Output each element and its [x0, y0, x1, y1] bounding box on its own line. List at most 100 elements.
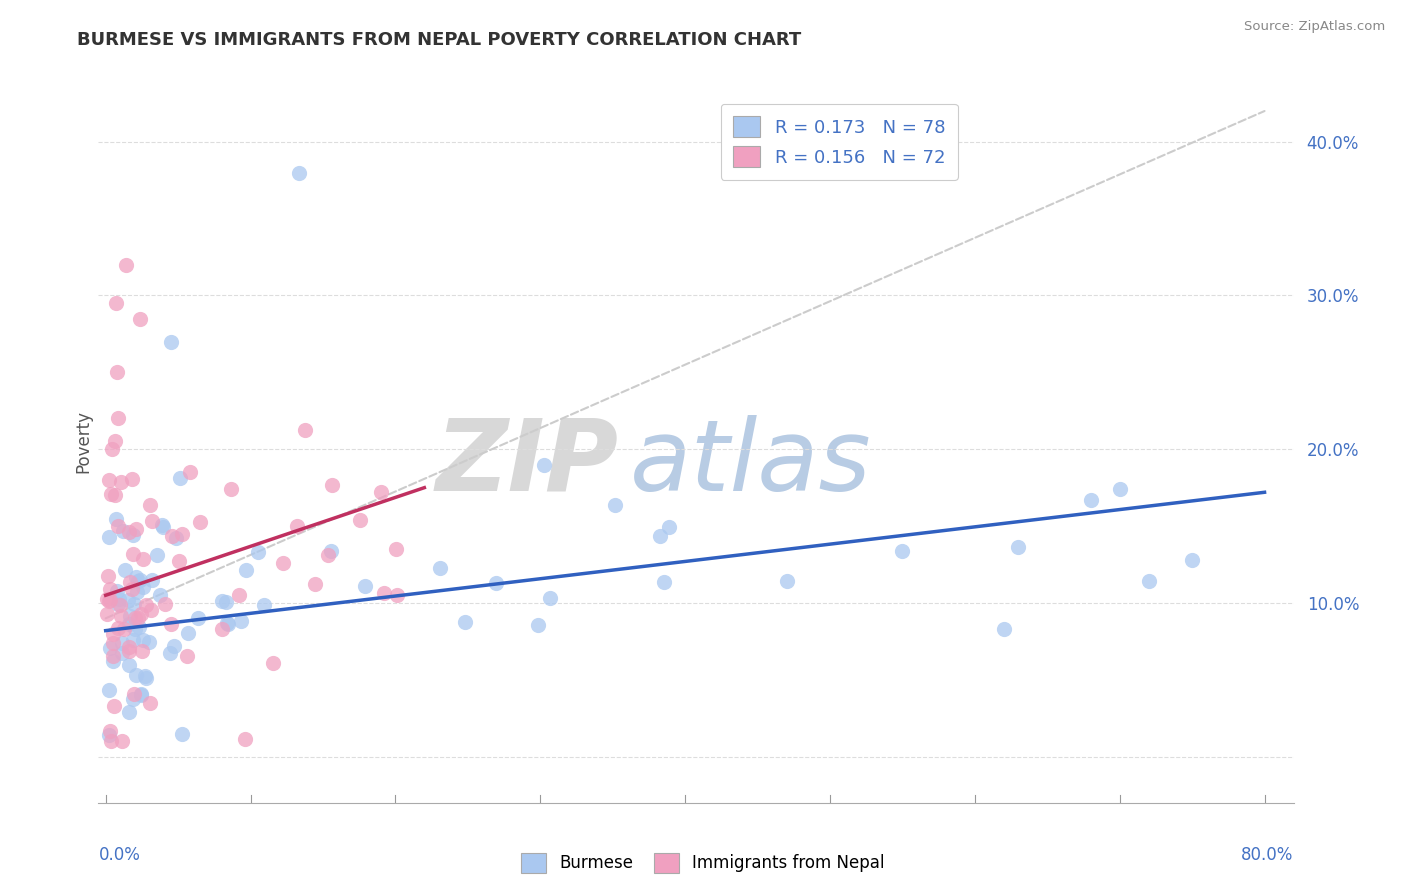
Point	[125, 585, 148, 599]
Point	[98, 724, 121, 739]
Point	[172, 727, 194, 741]
Point	[1137, 574, 1160, 588]
Point	[114, 563, 136, 577]
Point	[349, 512, 371, 526]
Legend: Burmese, Immigrants from Nepal: Burmese, Immigrants from Nepal	[515, 847, 891, 880]
Point	[150, 518, 173, 533]
Point	[135, 671, 157, 685]
Point	[122, 597, 145, 611]
Point	[125, 668, 148, 682]
Point	[217, 617, 239, 632]
Point	[127, 611, 149, 625]
Point	[233, 732, 256, 747]
Point	[138, 634, 160, 648]
Point	[118, 657, 141, 672]
Point	[98, 593, 121, 607]
Point	[111, 524, 134, 539]
Point	[124, 610, 146, 624]
Point	[217, 616, 239, 631]
Point	[107, 411, 129, 425]
Point	[104, 512, 127, 526]
Point	[112, 622, 135, 636]
Point	[485, 576, 508, 591]
Point	[658, 520, 681, 534]
Point	[141, 602, 163, 616]
Point	[96, 607, 118, 622]
Point	[103, 434, 125, 448]
Point	[98, 641, 121, 656]
Point	[215, 595, 238, 609]
Point	[107, 597, 129, 611]
Point	[373, 586, 395, 600]
Point	[235, 563, 257, 577]
Point	[114, 258, 136, 272]
Point	[100, 734, 122, 748]
Point	[1108, 483, 1130, 497]
Point	[253, 599, 276, 613]
Point	[654, 574, 676, 589]
Point	[129, 688, 152, 702]
Point	[775, 574, 797, 588]
Point	[304, 577, 326, 591]
Point	[160, 334, 183, 349]
Point	[135, 598, 157, 612]
Point	[187, 611, 209, 625]
Point	[385, 588, 408, 602]
Text: ZIP: ZIP	[436, 415, 619, 512]
Point	[118, 574, 141, 589]
Point	[118, 525, 141, 540]
Point	[603, 498, 626, 512]
Point	[141, 515, 163, 529]
Point	[139, 696, 162, 710]
Point	[288, 165, 311, 179]
Point	[101, 635, 124, 649]
Point	[162, 528, 184, 542]
Point	[107, 621, 129, 635]
Point	[163, 639, 186, 653]
Point	[177, 626, 200, 640]
Point	[134, 669, 156, 683]
Point	[319, 543, 342, 558]
Y-axis label: Poverty: Poverty	[75, 410, 93, 473]
Point	[122, 687, 145, 701]
Point	[108, 591, 131, 606]
Text: atlas: atlas	[630, 415, 872, 512]
Point	[129, 607, 152, 621]
Point	[122, 547, 145, 561]
Point	[121, 582, 143, 596]
Point	[105, 365, 128, 379]
Point	[101, 626, 124, 640]
Point	[141, 573, 163, 587]
Point	[228, 588, 250, 602]
Point	[294, 423, 316, 437]
Point	[121, 472, 143, 486]
Point	[100, 487, 122, 501]
Point	[118, 640, 141, 654]
Point	[97, 728, 120, 742]
Point	[118, 644, 141, 658]
Point	[100, 442, 122, 457]
Point	[98, 530, 121, 544]
Point	[153, 597, 176, 611]
Point	[176, 648, 198, 663]
Point	[110, 608, 132, 623]
Point	[160, 616, 183, 631]
Point	[97, 473, 120, 487]
Point	[165, 531, 187, 545]
Point	[128, 620, 150, 634]
Point	[370, 485, 392, 500]
Point	[219, 482, 242, 496]
Point	[533, 458, 555, 472]
Point	[131, 643, 153, 657]
Point	[110, 475, 132, 490]
Point	[287, 519, 309, 533]
Point	[271, 557, 294, 571]
Point	[159, 646, 181, 660]
Point	[170, 526, 193, 541]
Point	[316, 548, 339, 562]
Point	[353, 579, 375, 593]
Point	[132, 552, 155, 566]
Point	[385, 542, 408, 557]
Point	[891, 544, 914, 558]
Legend: R = 0.173   N = 78, R = 0.156   N = 72: R = 0.173 N = 78, R = 0.156 N = 72	[721, 103, 957, 180]
